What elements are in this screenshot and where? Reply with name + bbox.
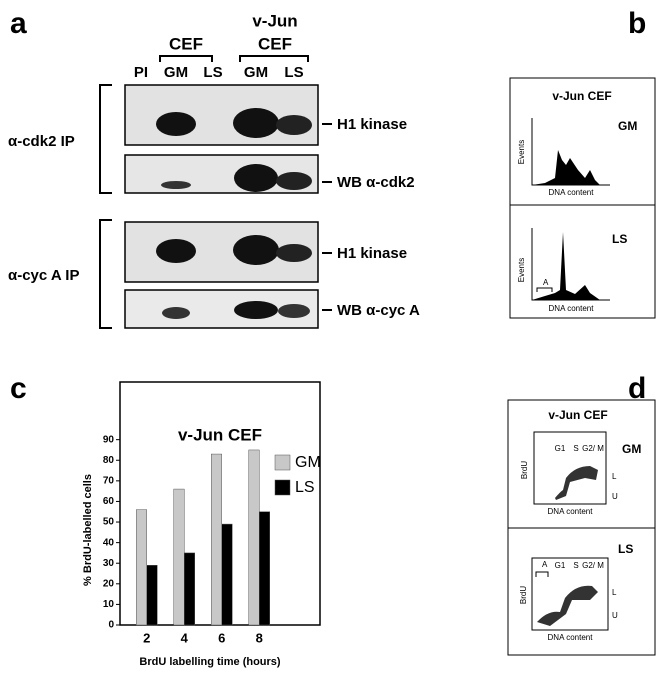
blot-label: H1 kinase <box>337 116 407 133</box>
legend-label: LS <box>295 479 315 496</box>
y-tick-label: 40 <box>103 537 115 548</box>
condition: GM <box>622 442 641 456</box>
legend-swatch <box>274 479 291 496</box>
plot-frame <box>533 431 607 505</box>
zone: U <box>612 611 618 620</box>
bar <box>221 523 233 626</box>
x-axis-label: BrdU labelling time (hours) <box>139 656 281 668</box>
blot-label: H1 kinase <box>337 245 407 262</box>
condition: LS <box>618 542 633 556</box>
axis-label: BrdU <box>519 586 528 604</box>
bracket <box>536 287 553 292</box>
y-tick-label: 90 <box>103 434 115 445</box>
bar <box>136 509 147 626</box>
phase: G1 <box>555 444 566 453</box>
phase: G2/ M <box>582 561 604 570</box>
bracket <box>535 571 549 577</box>
chart-title: v-Jun CEF <box>178 425 262 444</box>
axis-label: DNA content <box>549 304 595 313</box>
title: v-Jun CEF <box>548 408 607 422</box>
phase: S <box>573 561 578 570</box>
y-axis-label: % BrdU-labelled cells <box>82 474 94 586</box>
bar-chart: v-Jun CEF BrdU labelling time (hours) % … <box>82 381 321 668</box>
title: v-Jun CEF <box>552 89 611 103</box>
condition: LS <box>612 232 627 246</box>
y-tick-label: 30 <box>103 558 115 569</box>
bar <box>146 565 158 626</box>
group-label: α-cyc A IP <box>8 267 79 284</box>
bar <box>184 552 195 626</box>
bar <box>173 488 185 626</box>
zone: L <box>612 472 617 481</box>
y-tick-label: 70 <box>103 475 115 486</box>
phase: G1 <box>555 561 566 570</box>
phase: S <box>573 444 578 453</box>
panel-label: a <box>10 7 27 40</box>
x-tick-label: 6 <box>218 630 225 645</box>
panel-box <box>509 77 656 319</box>
legend-label: GM <box>295 454 321 471</box>
axis-label: BrdU <box>520 461 529 479</box>
axis-label: DNA content <box>548 507 594 516</box>
bar <box>211 453 222 626</box>
panel-label: c <box>10 372 27 405</box>
phase: G2/ M <box>582 444 604 453</box>
pointer <box>322 123 332 311</box>
x-tick-label: 2 <box>143 630 150 645</box>
scatter-cloud <box>537 585 598 626</box>
y-tick-label: 0 <box>108 620 114 631</box>
condition: GM <box>618 119 637 133</box>
scatter-cloud <box>555 466 598 500</box>
blot-label: WB α-cdk2 <box>337 174 415 191</box>
panel-label: d <box>628 372 646 405</box>
x-tick-label: 8 <box>256 630 263 645</box>
marker: A <box>543 278 549 287</box>
x-tick-label: 4 <box>181 630 189 645</box>
lane-label: PI <box>134 64 148 81</box>
panel-label: b <box>628 7 646 40</box>
lane-label: GM <box>244 64 268 81</box>
y-tick-label: 80 <box>103 455 115 466</box>
histogram <box>532 232 600 300</box>
y-tick-label: 20 <box>103 578 115 589</box>
axis-label: Events <box>517 140 526 164</box>
group-label: α-cdk2 IP <box>8 133 75 150</box>
lane-label: GM <box>164 64 188 81</box>
lane-label: LS <box>203 64 222 81</box>
y-tick-label: 10 <box>103 599 115 610</box>
bracket <box>99 84 112 329</box>
lane-label: LS <box>284 64 303 81</box>
header: v-Jun <box>252 11 297 30</box>
legend-swatch <box>274 454 291 471</box>
axis <box>531 228 610 301</box>
marker: A <box>542 560 548 569</box>
bar <box>259 511 270 626</box>
header: CEF <box>169 34 203 53</box>
histogram <box>532 150 600 185</box>
plot-frame <box>531 557 609 631</box>
bracket <box>159 55 309 62</box>
bar <box>248 449 260 626</box>
axis-label: DNA content <box>548 633 594 642</box>
header: CEF <box>258 34 292 53</box>
axis-label: DNA content <box>549 188 595 197</box>
y-tick-label: 50 <box>103 517 115 528</box>
blot-label: WB α-cyc A <box>337 302 420 319</box>
zone: L <box>612 588 617 597</box>
y-tick-label: 60 <box>103 496 115 507</box>
blots <box>124 84 319 329</box>
zone: U <box>612 492 618 501</box>
axis-label: Events <box>517 258 526 282</box>
